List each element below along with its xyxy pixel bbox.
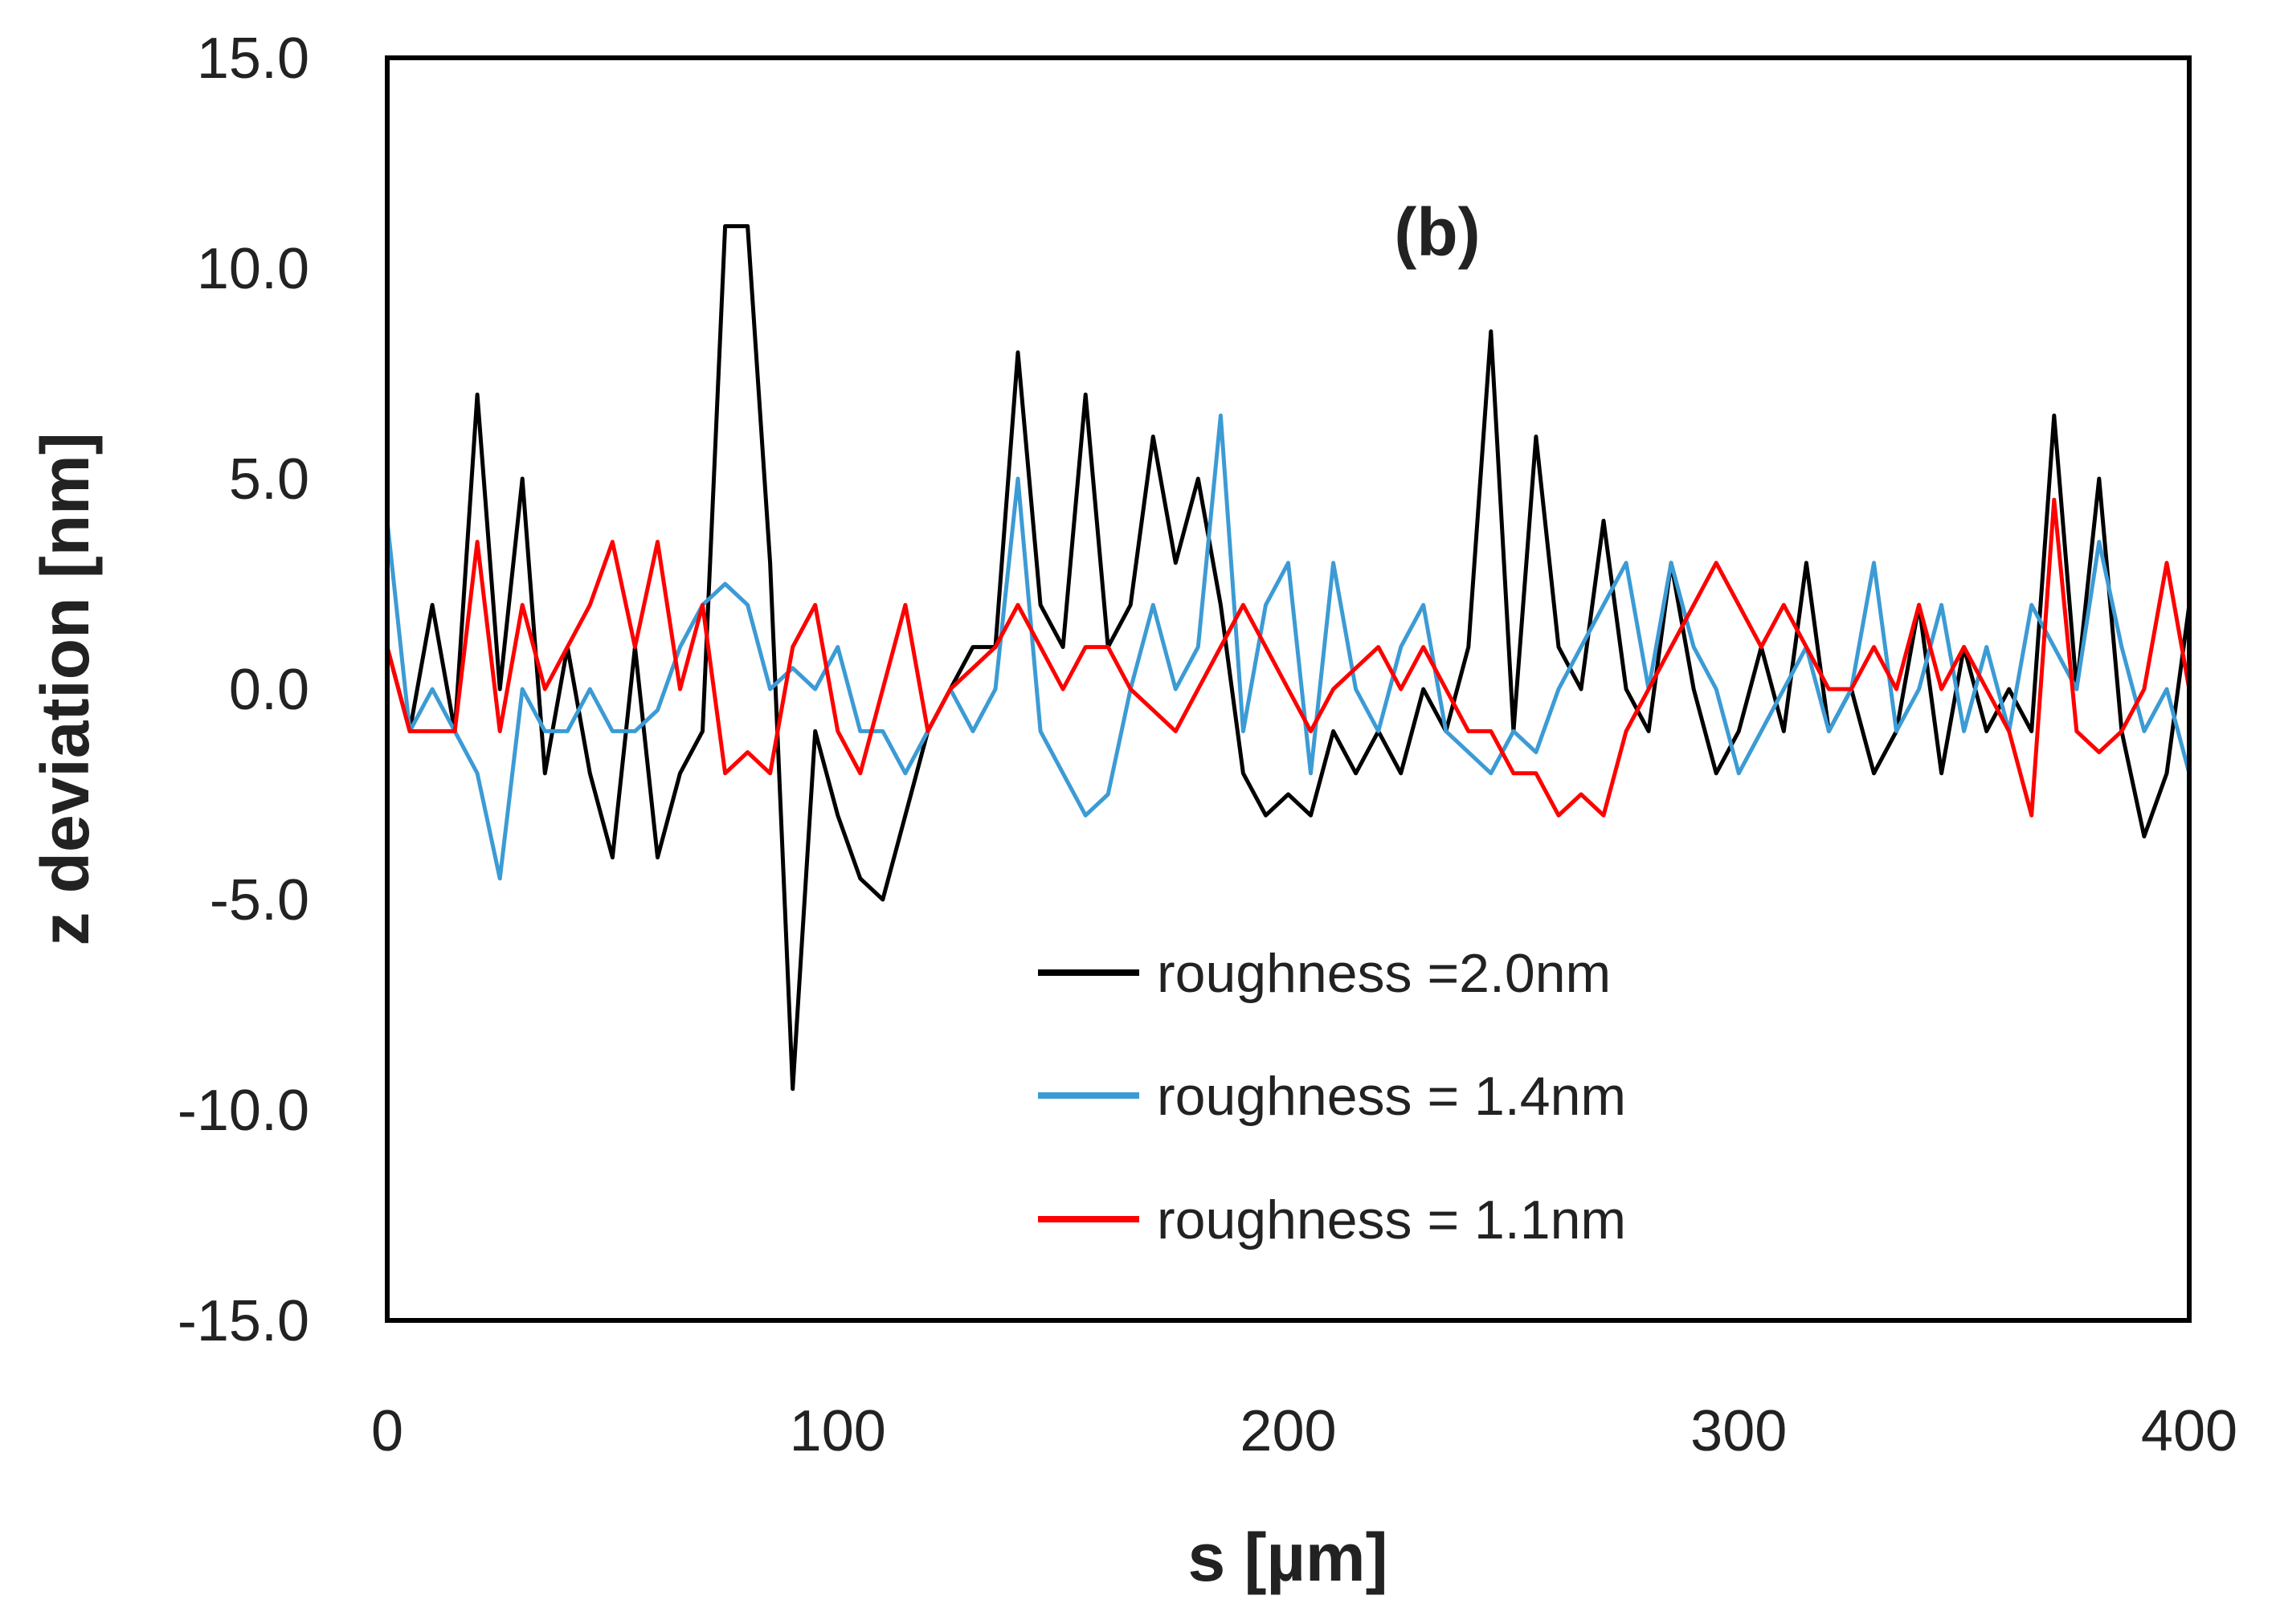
series-line: [385, 497, 2192, 818]
y-tick-label: -5.0: [210, 868, 309, 932]
x-tick-label: 400: [2141, 1399, 2237, 1463]
legend-label: roughness = 1.4nm: [1157, 1066, 1626, 1127]
y-tick-label: 10.0: [197, 237, 309, 301]
x-tick-label: 100: [790, 1399, 886, 1463]
y-tick-label: -15.0: [178, 1289, 309, 1353]
legend-label: roughness = 1.1nm: [1157, 1189, 1626, 1251]
annotation: (b): [1394, 194, 1480, 270]
legend-label: roughness =2.0nm: [1157, 943, 1611, 1004]
series-line: [385, 413, 2192, 881]
y-axis-title: z deviation [nm]: [27, 432, 103, 945]
plot-frame: [385, 55, 2192, 1323]
x-axis-title: s [µm]: [1187, 1520, 1387, 1595]
y-tick-label: -10.0: [178, 1079, 309, 1143]
y-tick-label: 0.0: [229, 658, 309, 722]
x-tick-label: 200: [1240, 1399, 1336, 1463]
series-line: [385, 224, 2192, 1092]
y-tick-label: 15.0: [197, 27, 309, 91]
x-tick-label: 0: [371, 1399, 403, 1463]
x-tick-label: 300: [1690, 1399, 1787, 1463]
y-tick-label: 5.0: [229, 447, 309, 512]
